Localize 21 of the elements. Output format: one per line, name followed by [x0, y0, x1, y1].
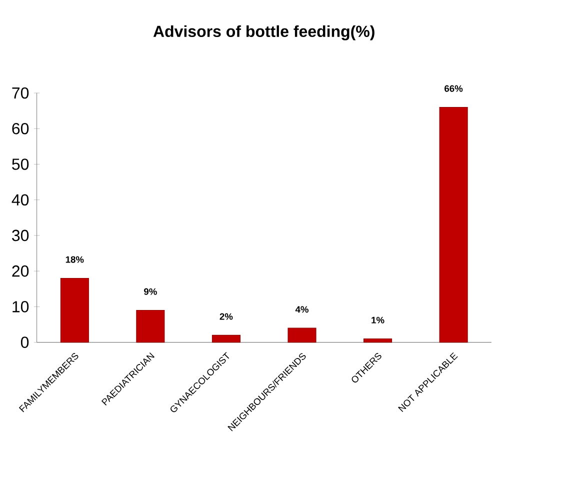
bar	[60, 278, 89, 343]
data-label: 1%	[372, 316, 384, 324]
y-tick-label: 50	[12, 158, 29, 170]
y-tick-label: 0	[20, 336, 29, 348]
y-tick-label: 10	[12, 301, 29, 312]
bar	[288, 328, 316, 343]
bar	[439, 106, 468, 343]
data-label: 2%	[220, 313, 233, 320]
data-label: 66%	[444, 85, 463, 92]
chart-title: Advisors of bottle feeding(%)	[153, 25, 374, 40]
data-label: 18%	[66, 256, 84, 263]
bar	[212, 334, 240, 343]
data-label: 4%	[295, 306, 308, 313]
y-tick-label: 60	[12, 122, 29, 134]
bar	[136, 310, 165, 343]
y-tick-label: 20	[12, 265, 29, 277]
y-tick-label: 40	[12, 194, 29, 206]
bar	[364, 338, 392, 343]
data-label: 9%	[144, 288, 157, 295]
y-tick-label: 30	[12, 230, 29, 242]
y-tick-label: 70	[12, 87, 29, 99]
